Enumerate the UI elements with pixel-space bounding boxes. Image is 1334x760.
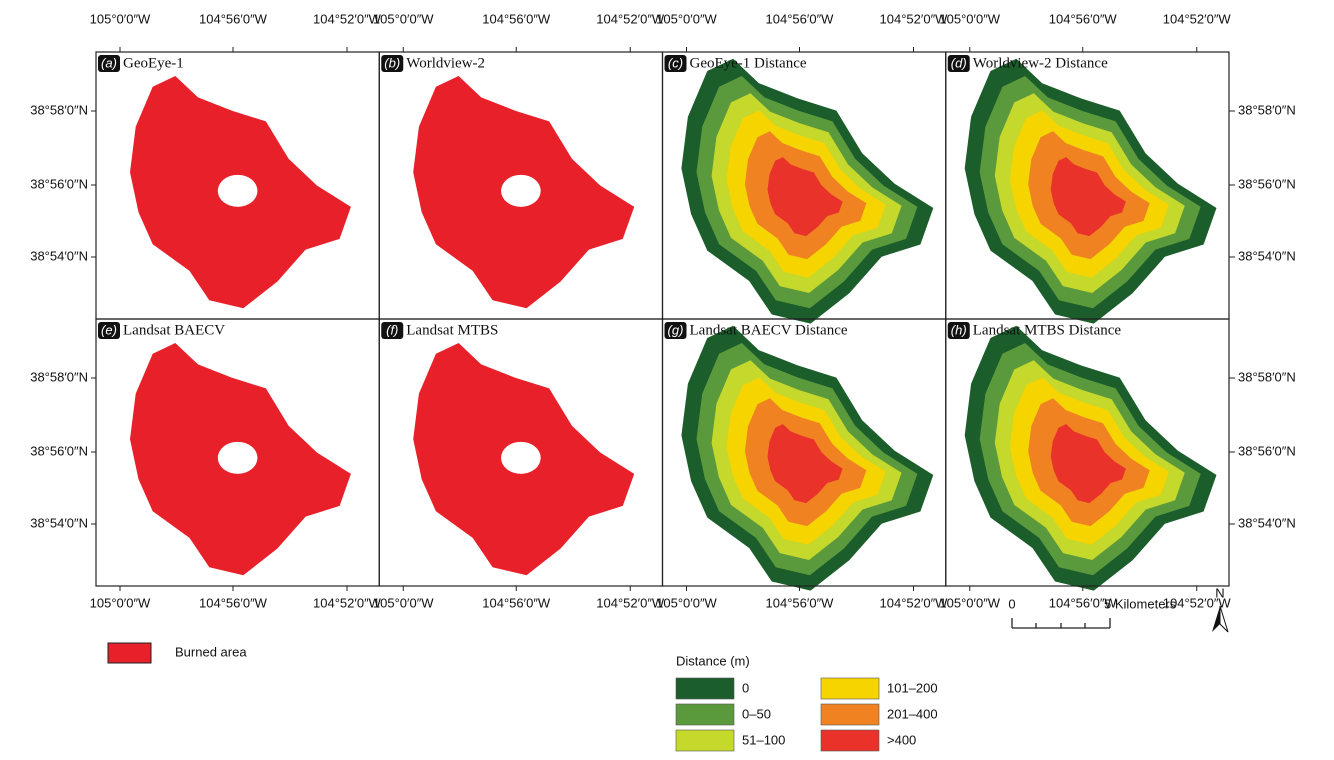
legend-title: Distance (m) (676, 653, 750, 668)
lat-label: 38°56′0″N (30, 443, 88, 458)
panel-letter: (e) (101, 322, 117, 337)
legend-label: 51–100 (742, 732, 785, 747)
lon-label: 104°56′0″W (482, 595, 551, 610)
panel-letter: (h) (951, 322, 967, 337)
lon-label: 104°56′0″W (482, 11, 551, 26)
legend-swatch (108, 643, 151, 663)
panel-title: GeoEye-1 Distance (690, 55, 807, 71)
lon-label: 104°56′0″W (1049, 11, 1118, 26)
north-label: N (1215, 585, 1224, 600)
panel-title: Worldview-2 (406, 55, 485, 71)
legend-label: >400 (887, 732, 916, 747)
lon-label: 105°0′0″W (90, 11, 151, 26)
lon-label: 105°0′0″W (939, 11, 1000, 26)
panel-title: Landsat BAECV (123, 322, 225, 338)
lat-label: 38°56′0″N (1238, 443, 1296, 458)
panel-title: Landsat MTBS (406, 322, 498, 338)
panel-letter: (a) (101, 55, 117, 70)
lon-label: 105°0′0″W (656, 595, 717, 610)
panel-letter: (f) (386, 322, 398, 337)
scale-end: 5 Kilometers (1104, 596, 1177, 611)
lat-label: 38°58′0″N (30, 369, 88, 384)
lat-label: 38°58′0″N (1238, 102, 1296, 117)
lon-label: 104°52′0″W (313, 595, 382, 610)
lat-label: 38°56′0″N (1238, 176, 1296, 191)
panel-letter: (g) (668, 322, 684, 337)
lon-label: 104°56′0″W (766, 595, 835, 610)
legend-label: Burned area (175, 644, 247, 659)
legend-swatch (821, 730, 879, 751)
lon-label: 105°0′0″W (656, 11, 717, 26)
lon-label: 105°0′0″W (373, 595, 434, 610)
lon-label: 104°52′0″W (880, 595, 949, 610)
legend-swatch (821, 704, 879, 725)
lon-label: 105°0′0″W (939, 595, 1000, 610)
lat-label: 38°58′0″N (30, 102, 88, 117)
unburned-gap (218, 175, 258, 207)
legend-label: 0 (742, 680, 749, 695)
lat-label: 38°56′0″N (30, 176, 88, 191)
panel-letter: (c) (668, 55, 683, 70)
legend-swatch (676, 678, 734, 699)
lon-label: 104°52′0″W (1163, 11, 1232, 26)
unburned-gap (501, 175, 541, 207)
legend-label: 101–200 (887, 680, 938, 695)
lon-label: 105°0′0″W (90, 595, 151, 610)
legend-label: 201–400 (887, 706, 938, 721)
panel-title: Worldview-2 Distance (973, 55, 1108, 71)
panel-title: GeoEye-1 (123, 55, 184, 71)
unburned-gap (218, 442, 258, 474)
lat-label: 38°54′0″N (1238, 515, 1296, 530)
lon-label: 104°52′0″W (880, 11, 949, 26)
lon-label: 104°56′0″W (199, 11, 268, 26)
lat-label: 38°54′0″N (30, 248, 88, 263)
panel-letter: (b) (384, 55, 400, 70)
panel-title: Landsat BAECV Distance (690, 322, 848, 338)
legend-swatch (821, 678, 879, 699)
legend-swatch (676, 730, 734, 751)
panel-title: Landsat MTBS Distance (973, 322, 1122, 338)
legend-label: 0–50 (742, 706, 771, 721)
unburned-gap (501, 442, 541, 474)
figure: (a) GeoEye-1 (b) Worldview-2 (c) GeoEye-1 Dis… (0, 0, 1334, 760)
lon-label: 104°52′0″W (313, 11, 382, 26)
lat-label: 38°58′0″N (1238, 369, 1296, 384)
scale-start: 0 (1008, 596, 1015, 611)
panel-letter: (d) (951, 55, 967, 70)
lat-label: 38°54′0″N (30, 515, 88, 530)
lon-label: 104°52′0″W (596, 11, 665, 26)
legend-swatch (676, 704, 734, 725)
lon-label: 104°56′0″W (766, 11, 835, 26)
lat-label: 38°54′0″N (1238, 248, 1296, 263)
lon-label: 104°52′0″W (596, 595, 665, 610)
lon-label: 104°56′0″W (199, 595, 268, 610)
lon-label: 105°0′0″W (373, 11, 434, 26)
